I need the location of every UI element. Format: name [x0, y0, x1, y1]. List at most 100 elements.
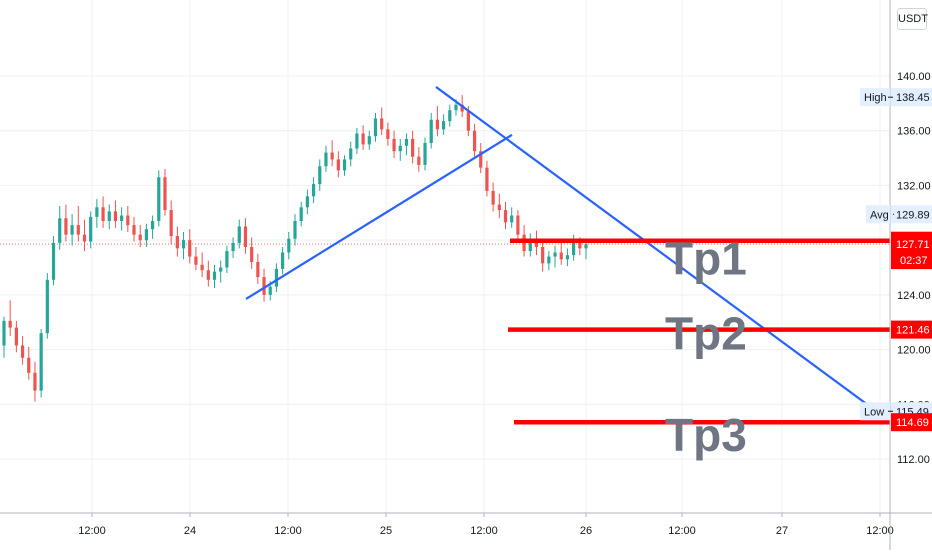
- y-tick-label: 120.00: [897, 345, 931, 357]
- candle-body: [194, 256, 198, 265]
- y-tick-label: 132.00: [897, 180, 931, 192]
- price-marker: Avg 129.89: [866, 205, 932, 224]
- candle-body: [380, 118, 384, 130]
- candle-body: [528, 238, 532, 252]
- y-tick-label: 112.00: [897, 454, 930, 466]
- price-marker-value: 138.45: [896, 92, 930, 104]
- x-tick-label: 12:00: [470, 525, 498, 537]
- candle-body: [120, 215, 124, 221]
- candle-body: [417, 156, 421, 165]
- candle-body: [367, 136, 371, 145]
- candle-body: [584, 244, 588, 249]
- target-label: Tp1: [665, 233, 747, 285]
- candle-body: [503, 210, 508, 223]
- candle-body: [411, 138, 415, 157]
- candle-body: [163, 177, 167, 211]
- candle-body: [497, 204, 501, 211]
- x-tick-label: 12:00: [78, 525, 106, 537]
- candle-body: [132, 225, 136, 235]
- trendline[interactable]: [245, 133, 513, 300]
- candle-body: [324, 152, 328, 167]
- candle-body: [51, 242, 56, 280]
- candle-body: [58, 218, 62, 243]
- candle-body: [342, 159, 347, 171]
- candle-body: [64, 218, 68, 235]
- price-marker-countdown: 02:37: [900, 255, 928, 267]
- candle-body: [219, 267, 223, 272]
- price-marker-box: [891, 235, 932, 270]
- candle-body: [349, 148, 353, 160]
- candle-body: [70, 225, 74, 235]
- candle-body: [14, 327, 18, 346]
- candle-body: [485, 167, 489, 191]
- trendlines[interactable]: [245, 86, 881, 415]
- candle-body: [8, 320, 12, 328]
- price-marker-value: 121.46: [896, 325, 930, 337]
- candle-body: [435, 119, 440, 130]
- candle-body: [516, 215, 520, 235]
- candle-body: [572, 242, 576, 256]
- target-label: Tp3: [665, 409, 747, 461]
- price-marker: High 138.45: [860, 88, 932, 107]
- candle-body: [225, 251, 229, 268]
- candle-body: [237, 226, 241, 243]
- candle-body: [212, 271, 217, 280]
- candle-body: [479, 151, 483, 168]
- candle-body: [398, 145, 402, 152]
- candle-body: [404, 138, 409, 146]
- candle-body: [510, 215, 514, 223]
- candle-body: [89, 216, 93, 242]
- trendline[interactable]: [435, 86, 881, 415]
- price-marker-value-box: [891, 88, 932, 107]
- price-marker-label: Low: [864, 406, 884, 418]
- candle-body: [565, 255, 570, 260]
- y-tick-label: 124.00: [897, 290, 931, 302]
- target-lines[interactable]: Tp1 Tp2 Tp3: [508, 233, 890, 462]
- candle-body: [101, 207, 105, 221]
- candle-body: [460, 104, 464, 112]
- candle-body: [429, 119, 433, 144]
- candle-body: [305, 196, 309, 208]
- price-marker-label-box: [860, 402, 890, 421]
- price-marker-label: Avg: [870, 209, 889, 221]
- candle-body: [2, 320, 6, 346]
- candle-body: [33, 372, 37, 391]
- candle-body: [318, 166, 322, 185]
- candle-body: [448, 110, 452, 122]
- x-tick-label: 12:00: [866, 525, 894, 537]
- candle-body: [107, 211, 111, 221]
- candle-body: [274, 268, 279, 287]
- price-marker-label-box: [866, 205, 890, 224]
- candle-body: [373, 118, 378, 137]
- candle-body: [138, 234, 142, 241]
- candle-body: [157, 177, 161, 221]
- candle-body: [20, 345, 25, 358]
- x-tick-label: 26: [580, 525, 592, 537]
- candle-body: [150, 220, 155, 230]
- x-tick-label: 12:00: [668, 525, 696, 537]
- y-tick-label: 136.00: [897, 126, 931, 138]
- x-tick-label: 12:00: [274, 525, 302, 537]
- candle-body: [541, 246, 545, 264]
- candle-body: [392, 138, 396, 152]
- candle-body: [423, 143, 427, 165]
- candle-body: [311, 184, 316, 197]
- price-marker: 114.69: [891, 413, 932, 432]
- candle-body: [262, 277, 266, 295]
- y-tick-label: 140.00: [897, 71, 931, 83]
- price-marker: 121.46: [891, 320, 932, 339]
- candle-body: [144, 229, 149, 241]
- currency-badge[interactable]: USDT: [897, 8, 928, 30]
- candle-body: [281, 252, 285, 269]
- candle-body: [299, 207, 303, 221]
- candle-body: [336, 159, 340, 171]
- price-marker-value: 114.69: [896, 417, 929, 429]
- candle-body: [82, 234, 87, 242]
- candle-body: [188, 240, 192, 257]
- target-label: Tp2: [665, 308, 747, 360]
- x-tick-label: 27: [776, 525, 788, 537]
- price-marker-label: High: [864, 92, 887, 104]
